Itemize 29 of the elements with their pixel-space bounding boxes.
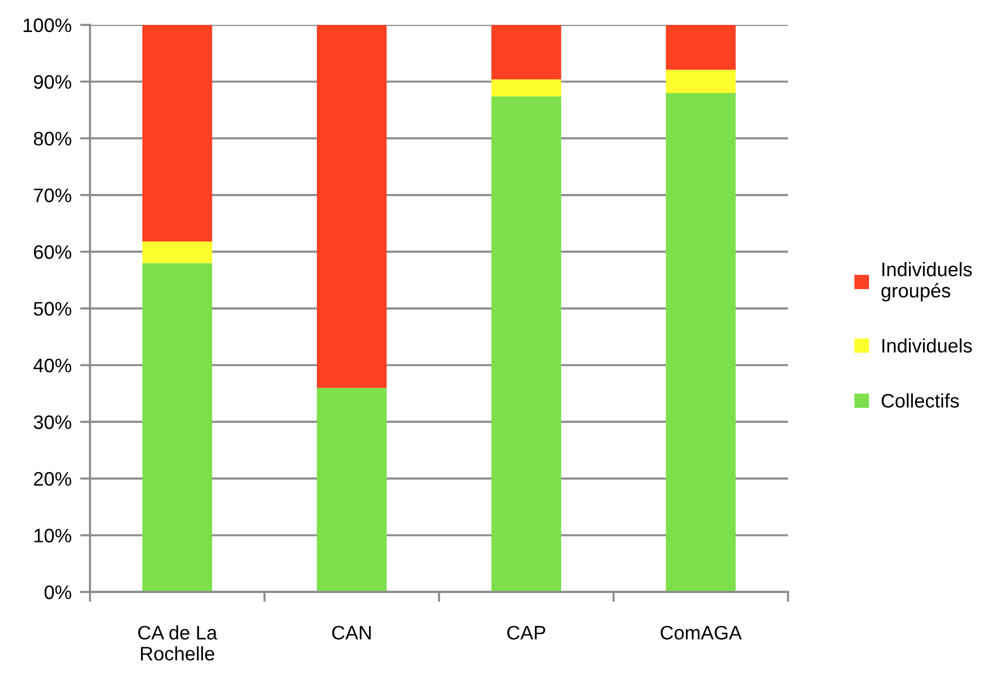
bar [142, 24, 212, 242]
bar [666, 92, 736, 592]
y-tick-label: 50% [34, 302, 72, 316]
bar [142, 242, 212, 264]
y-tick-label: 40% [33, 358, 72, 372]
bar [491, 24, 562, 80]
y-tick-label: 60% [34, 245, 72, 259]
x-tick-label: CAN [332, 626, 371, 640]
bar [316, 24, 387, 388]
y-tick-label: 10% [34, 528, 72, 542]
bar [142, 263, 212, 592]
legend-label: Individuels groupés [881, 262, 972, 302]
y-tick-label: 90% [34, 75, 72, 89]
legend-label: Collectifs [882, 393, 959, 408]
y-tick-label: 70% [34, 188, 72, 202]
x-tick-label: CAP [507, 626, 546, 640]
y-tick-label: 20% [34, 472, 72, 486]
bar [491, 79, 562, 96]
x-tick-label: ComAGA [660, 626, 742, 640]
bar [316, 388, 387, 592]
bar [666, 24, 736, 70]
legend-label: Individuels [882, 338, 972, 353]
bar [491, 96, 562, 592]
y-tick-label: 100% [24, 18, 72, 32]
y-tick-label: 0% [44, 585, 72, 600]
x-tick-label: CA de La Rochelle [138, 625, 218, 661]
y-tick-label: 80% [34, 132, 72, 146]
bar [666, 70, 736, 93]
y-tick-label: 30% [34, 415, 72, 430]
